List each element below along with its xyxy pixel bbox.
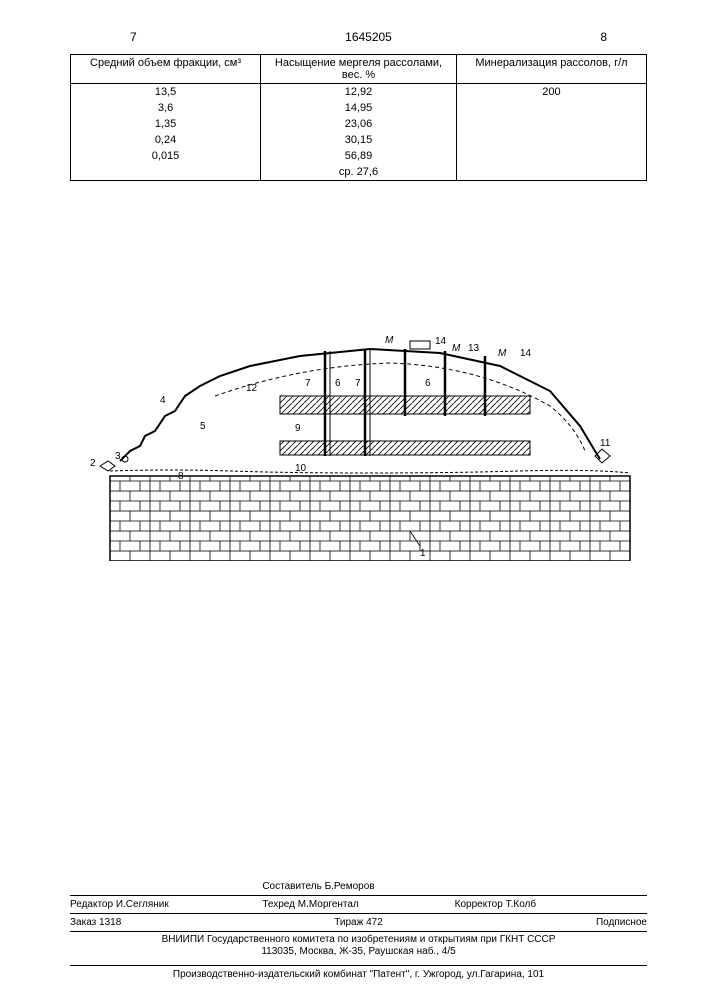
label-13: 13 <box>468 343 480 354</box>
label-9: 9 <box>295 423 301 434</box>
cell <box>456 148 646 164</box>
label-6a: 6 <box>335 378 341 389</box>
cell <box>456 116 646 132</box>
cell <box>71 164 261 181</box>
vniipi-line2: 113035, Москва, Ж-35, Раушская наб., 4/5 <box>70 946 647 958</box>
col-header-2: Насыщение мергеля рассолами, вес. % <box>261 55 457 84</box>
label-10: 10 <box>295 463 307 474</box>
col-header-1: Средний объем фракции, см³ <box>71 55 261 84</box>
label-7a: 7 <box>305 378 311 389</box>
cell: 56,89 <box>261 148 457 164</box>
label-Mb: М <box>452 343 461 354</box>
patent-number: 1645205 <box>137 30 601 44</box>
cell: 0,24 <box>71 132 261 148</box>
tirazh-line: Тираж 472 <box>262 917 454 928</box>
print-line: Производственно-издательский комбинат "П… <box>70 965 647 980</box>
editor-line: Редактор И.Сегляник <box>70 899 262 910</box>
corrector-line: Корректор Т.Колб <box>455 899 647 910</box>
cell: 12,92 <box>261 84 457 101</box>
cell: 30,15 <box>261 132 457 148</box>
label-5: 5 <box>200 421 206 432</box>
techred-line: Техред М.Моргентал <box>262 899 454 910</box>
label-12: 12 <box>246 383 258 394</box>
cell: 3,6 <box>71 100 261 116</box>
cell: 200 <box>456 84 646 101</box>
label-1: 1 <box>420 548 426 559</box>
col-header-3: Минерализация рассолов, г/л <box>456 55 646 84</box>
cell: 13,5 <box>71 84 261 101</box>
data-table: Средний объем фракции, см³ Насыщение мер… <box>70 54 647 181</box>
cell <box>456 164 646 181</box>
label-2: 2 <box>90 458 96 469</box>
label-4: 4 <box>160 395 166 406</box>
technical-diagram: 2 3 4 5 12 8 7 6 7 9 10 М 14 М 13 М 14 6… <box>70 331 647 561</box>
label-14b: 14 <box>520 348 532 359</box>
cell: 14,95 <box>261 100 457 116</box>
compiler-line: Составитель Б.Реморов <box>262 881 454 892</box>
label-3: 3 <box>115 451 121 462</box>
vniipi-line1: ВНИИПИ Государственного комитета по изоб… <box>70 934 647 946</box>
label-8: 8 <box>178 471 184 482</box>
label-14a: 14 <box>435 336 447 347</box>
cell: 0,015 <box>71 148 261 164</box>
label-11: 11 <box>600 438 611 449</box>
label-6b: 6 <box>425 378 431 389</box>
cell <box>456 132 646 148</box>
page-num-right: 8 <box>600 30 607 44</box>
cell <box>456 100 646 116</box>
label-7b: 7 <box>355 378 361 389</box>
podpisnoe: Подписное <box>455 917 647 928</box>
label-Ma: М <box>385 335 394 346</box>
diagram-svg: 2 3 4 5 12 8 7 6 7 9 10 М 14 М 13 М 14 6… <box>70 331 640 561</box>
cell: 1,35 <box>71 116 261 132</box>
page-header: 7 1645205 8 <box>0 0 707 49</box>
footer-block: Составитель Б.Реморов Редактор И.Сегляни… <box>70 878 647 960</box>
cell: ср. 27,6 <box>261 164 457 181</box>
cell: 23,06 <box>261 116 457 132</box>
label-Mc: М <box>498 348 507 359</box>
order-line: Заказ 1318 <box>70 917 262 928</box>
page-num-left: 7 <box>130 30 137 44</box>
